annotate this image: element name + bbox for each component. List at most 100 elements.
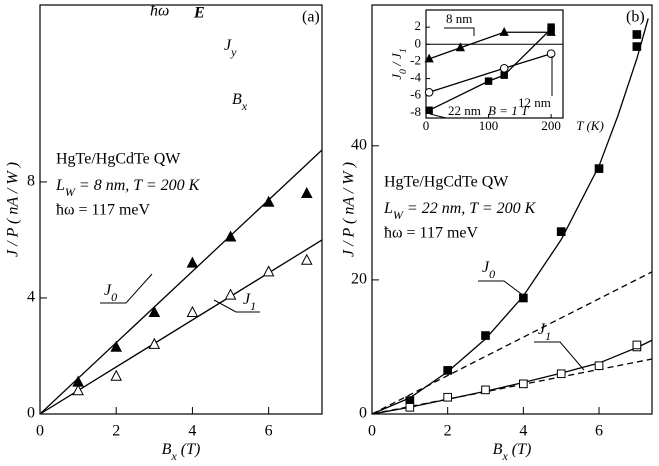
marker: [499, 63, 509, 73]
annotation: Bx: [232, 91, 248, 113]
x-tick-label: 2: [112, 423, 120, 440]
annotation: ħω = 117 meV: [384, 225, 479, 242]
text-part: J: [482, 259, 490, 276]
marker: [484, 77, 493, 85]
text-part: J: [224, 37, 232, 54]
annotation: HgTe/HgCdTe QW: [56, 151, 181, 168]
annotation: 8 nm: [446, 11, 472, 26]
marker: [519, 293, 528, 303]
text-part: x: [501, 449, 508, 463]
x-tick-label: 6: [595, 423, 603, 440]
y-tick-label: -8: [410, 104, 421, 119]
text-part: W: [393, 208, 404, 222]
y-axis-label: J0 / J1: [389, 48, 409, 79]
y-axis-label: J / P ( nA / W ): [5, 162, 22, 257]
annotation: J0: [104, 282, 117, 304]
text-part: 1: [545, 329, 551, 343]
x-tick-label: 2: [444, 423, 452, 440]
text-part: 0: [398, 69, 409, 74]
marker: [186, 305, 199, 317]
text-part: B: [162, 441, 172, 458]
marker: [499, 27, 509, 36]
text-part: B: [232, 91, 242, 108]
marker: [72, 384, 84, 396]
leader-line: [100, 273, 153, 304]
marker: [148, 305, 161, 317]
y-tick-label: 8: [27, 173, 35, 190]
y-tick-label: 0: [359, 405, 367, 422]
marker: [632, 30, 642, 39]
text-part: x: [170, 449, 177, 463]
annotation: J1: [243, 291, 256, 313]
marker: [443, 392, 453, 402]
annotation: 12 nm: [518, 95, 551, 110]
text-part: (T): [508, 441, 532, 458]
x-tick-label: 0: [368, 423, 376, 440]
text-part: T (K): [576, 118, 604, 133]
marker: [262, 195, 275, 207]
marker: [556, 369, 566, 379]
leader-line: [534, 341, 585, 371]
text-part: L: [383, 200, 393, 217]
marker: [519, 379, 528, 389]
marker: [594, 361, 604, 371]
x-tick-label: 0: [36, 423, 44, 440]
annotation: ħω = 117 meV: [56, 202, 151, 219]
text-part: J: [243, 291, 251, 308]
marker: [443, 366, 453, 375]
fit-line: [372, 271, 652, 414]
leader-line: [213, 299, 260, 313]
x-tick-label: 100: [479, 118, 499, 133]
annotation: J1: [538, 321, 551, 343]
marker: [110, 369, 123, 381]
annotation: 22 nm: [448, 103, 481, 118]
text-part: 0: [111, 290, 117, 304]
text-part: = 8 nm, T = 200 K: [75, 177, 201, 194]
text-part: B: [493, 441, 503, 458]
text-part: L: [55, 177, 65, 194]
fit-line: [40, 149, 322, 414]
marker: [594, 164, 604, 173]
annotation: E: [193, 5, 205, 22]
text-part: 1: [398, 48, 409, 53]
annotation: (b): [626, 9, 645, 26]
y-tick-label: 0: [27, 405, 35, 422]
annotation: LW = 8 nm, T = 200 K: [55, 177, 201, 199]
text-part: J: [538, 321, 546, 338]
text-part: 0: [489, 267, 495, 281]
annotation: Jy: [224, 37, 237, 59]
marker: [481, 331, 490, 340]
marker: [500, 71, 508, 79]
text-part: J: [389, 73, 404, 80]
leader-line: [478, 280, 525, 297]
marker: [148, 337, 161, 349]
text-part: / J: [389, 52, 404, 69]
marker: [455, 42, 466, 52]
text-part: J: [104, 282, 112, 299]
y-tick-label: 20: [351, 271, 367, 288]
text-part: (T): [177, 441, 201, 458]
fit-line: [372, 358, 652, 414]
marker: [186, 256, 199, 268]
fit-line: [428, 31, 552, 60]
x-tick-label: 4: [188, 423, 196, 440]
x-axis-label: Bx (T): [162, 441, 201, 463]
y-tick-label: -2: [410, 52, 421, 67]
leader-line: [444, 27, 475, 36]
x-tick-label: 4: [519, 423, 527, 440]
annotation: HgTe/HgCdTe QW: [384, 174, 509, 191]
marker: [224, 288, 237, 300]
marker: [632, 42, 642, 51]
y-tick-label: 2: [415, 18, 422, 33]
x-axis-label: T (K): [576, 118, 604, 133]
text-part: y: [230, 45, 237, 59]
marker: [262, 265, 275, 277]
y-tick-label: 4: [27, 289, 35, 306]
y-tick-label: 0: [415, 35, 422, 50]
y-tick-label: -6: [410, 87, 421, 102]
fit-line: [428, 28, 552, 111]
text-part: W: [65, 185, 76, 199]
marker: [425, 106, 433, 115]
x-tick-label: 0: [423, 118, 430, 133]
